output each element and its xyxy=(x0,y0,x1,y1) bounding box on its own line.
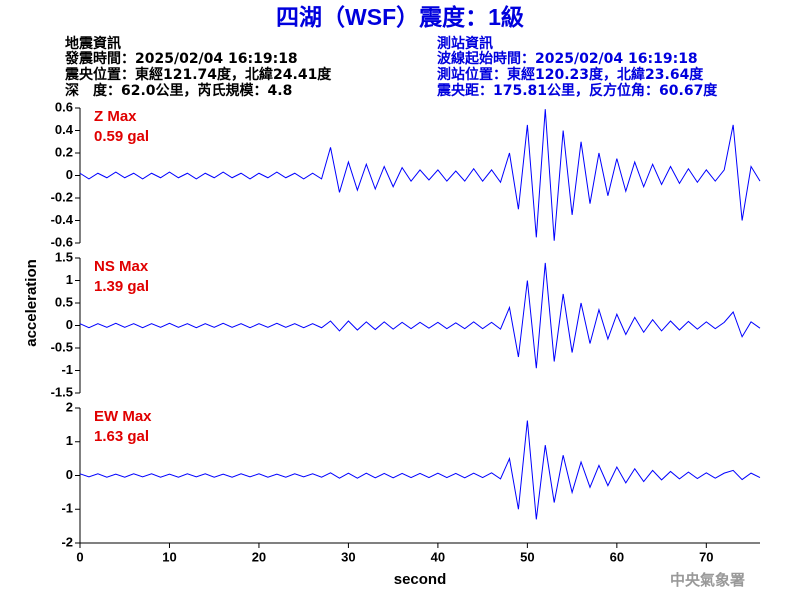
y-tick-label: 0.2 xyxy=(55,144,73,159)
y-tick-label: -0.2 xyxy=(51,189,73,204)
max-label: EW Max xyxy=(94,408,152,425)
y-tick-label: -0.6 xyxy=(51,234,73,249)
waveform xyxy=(79,262,761,369)
x-tick-label: 40 xyxy=(431,549,445,564)
station-info: 震央距：175.81公里，反方位角：60.67度 xyxy=(436,82,718,99)
y-tick-label: 0.5 xyxy=(55,294,73,309)
y-tick-label: -2 xyxy=(61,534,73,549)
waveform xyxy=(79,109,761,241)
y-tick-label: -1 xyxy=(61,501,73,516)
quake-info: 深 度：62.0公里，芮氏規模：4.8 xyxy=(65,82,292,99)
x-tick-label: 20 xyxy=(252,549,266,564)
title: 四湖（WSF）震度：1級 xyxy=(276,4,524,30)
y-tick-label: 0 xyxy=(66,467,73,482)
y-tick-label: -0.5 xyxy=(51,339,73,354)
y-tick-label: 0.6 xyxy=(55,99,73,114)
x-tick-label: 70 xyxy=(699,549,713,564)
y-tick-label: -0.4 xyxy=(51,212,74,227)
station-info: 測站位置：東經120.23度，北緯23.64度 xyxy=(437,66,704,83)
x-tick-label: 30 xyxy=(341,549,355,564)
station-info: 測站資訊 xyxy=(437,35,493,52)
max-label: Z Max xyxy=(94,108,137,125)
y-tick-label: 0 xyxy=(66,167,73,182)
x-tick-label: 10 xyxy=(162,549,176,564)
y-tick-label: 0 xyxy=(66,317,73,332)
max-label: NS Max xyxy=(94,258,149,275)
max-value: 1.63 gal xyxy=(94,428,149,445)
y-tick-label: -1 xyxy=(61,362,73,377)
max-value: 1.39 gal xyxy=(94,278,149,295)
y-tick-label: 1 xyxy=(66,272,73,287)
quake-info: 發震時間：2025/02/04 16:19:18 xyxy=(64,50,298,67)
x-tick-label: 60 xyxy=(610,549,624,564)
max-value: 0.59 gal xyxy=(94,128,149,145)
y-axis-label: acceleration xyxy=(23,259,40,347)
quake-info: 地震資訊 xyxy=(65,35,121,52)
x-tick-label: 50 xyxy=(520,549,534,564)
y-tick-label: -1.5 xyxy=(51,384,73,399)
y-tick-label: 2 xyxy=(66,399,73,414)
y-tick-label: 1 xyxy=(66,433,73,448)
station-info: 波線起始時間：2025/02/04 16:19:18 xyxy=(437,50,698,67)
y-tick-label: 0.4 xyxy=(55,122,74,137)
y-tick-label: 1.5 xyxy=(55,249,73,264)
x-tick-label: 0 xyxy=(76,549,83,564)
quake-info: 震央位置：東經121.74度，北緯24.41度 xyxy=(64,66,332,83)
waveform xyxy=(79,420,761,520)
watermark: 中央氣象署 xyxy=(670,571,745,589)
x-axis-label: second xyxy=(394,571,447,588)
